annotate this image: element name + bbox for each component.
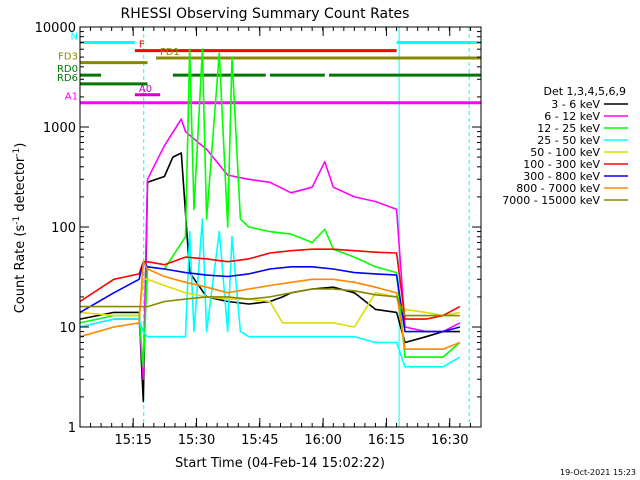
y-tick-label: 1000: [43, 121, 76, 136]
legend-label: 50 - 100 keV: [530, 146, 600, 159]
x-tick-label: 15:30: [178, 433, 215, 448]
y-axis-label: Count Rate (s-1 detector-1): [12, 143, 28, 314]
legend-label: 12 - 25 keV: [537, 122, 600, 135]
y-tick-label: 10000: [35, 21, 76, 36]
y-tick-label: 1: [68, 421, 76, 436]
legend-label: 800 - 7000 keV: [516, 182, 600, 195]
state-label-fd3: FD3: [58, 52, 78, 63]
legend-label: 6 - 12 keV: [544, 110, 600, 123]
x-tick-label: 16:30: [431, 433, 468, 448]
x-axis-label: Start Time (04-Feb-14 15:02:22): [175, 456, 385, 471]
x-tick-label: 15:15: [114, 433, 151, 448]
legend-label: 25 - 50 keV: [537, 134, 600, 147]
state-label-fd1: FD1: [160, 47, 180, 58]
x-tick-label: 15:45: [241, 433, 278, 448]
state-label-rd6: RD6: [57, 73, 78, 84]
y-tick-label: 10: [59, 321, 76, 336]
state-label-a0: A0: [139, 84, 152, 95]
series-line-3: [79, 218, 461, 368]
chart-title: RHESSI Observing Summary Count Rates: [121, 6, 410, 22]
state-label-f: F: [139, 40, 145, 51]
state-label-n: N: [71, 31, 78, 42]
y-axis-label-main: Count Rate (s: [13, 225, 28, 314]
x-tick-label: 16:00: [304, 433, 341, 448]
legend-label: 3 - 6 keV: [551, 98, 600, 111]
legend-label: 300 - 800 keV: [523, 170, 600, 183]
timestamp: 19-Oct-2021 15:23: [560, 468, 636, 477]
x-tick-label: 16:15: [368, 433, 405, 448]
series-line-1: [79, 118, 461, 381]
legend-label: 100 - 300 keV: [523, 158, 600, 171]
legend-label: 7000 - 15000 keV: [502, 194, 600, 207]
y-axis-label-sup1: -1: [12, 216, 22, 225]
state-label-rd0: RD0: [57, 64, 78, 75]
series-line-8: [80, 288, 460, 317]
y-axis-label-mid: detector: [13, 156, 28, 216]
series-line-7: [79, 260, 461, 350]
legend-title: Det 1,3,4,5,6,9: [543, 85, 626, 98]
y-tick-label: 100: [51, 221, 76, 236]
y-axis-label-sup2: -1: [12, 148, 22, 157]
series-line-5: [79, 248, 461, 320]
state-label-a1: A1: [65, 92, 78, 103]
series-line-4: [79, 278, 461, 328]
y-axis-label-end: ): [13, 143, 28, 148]
